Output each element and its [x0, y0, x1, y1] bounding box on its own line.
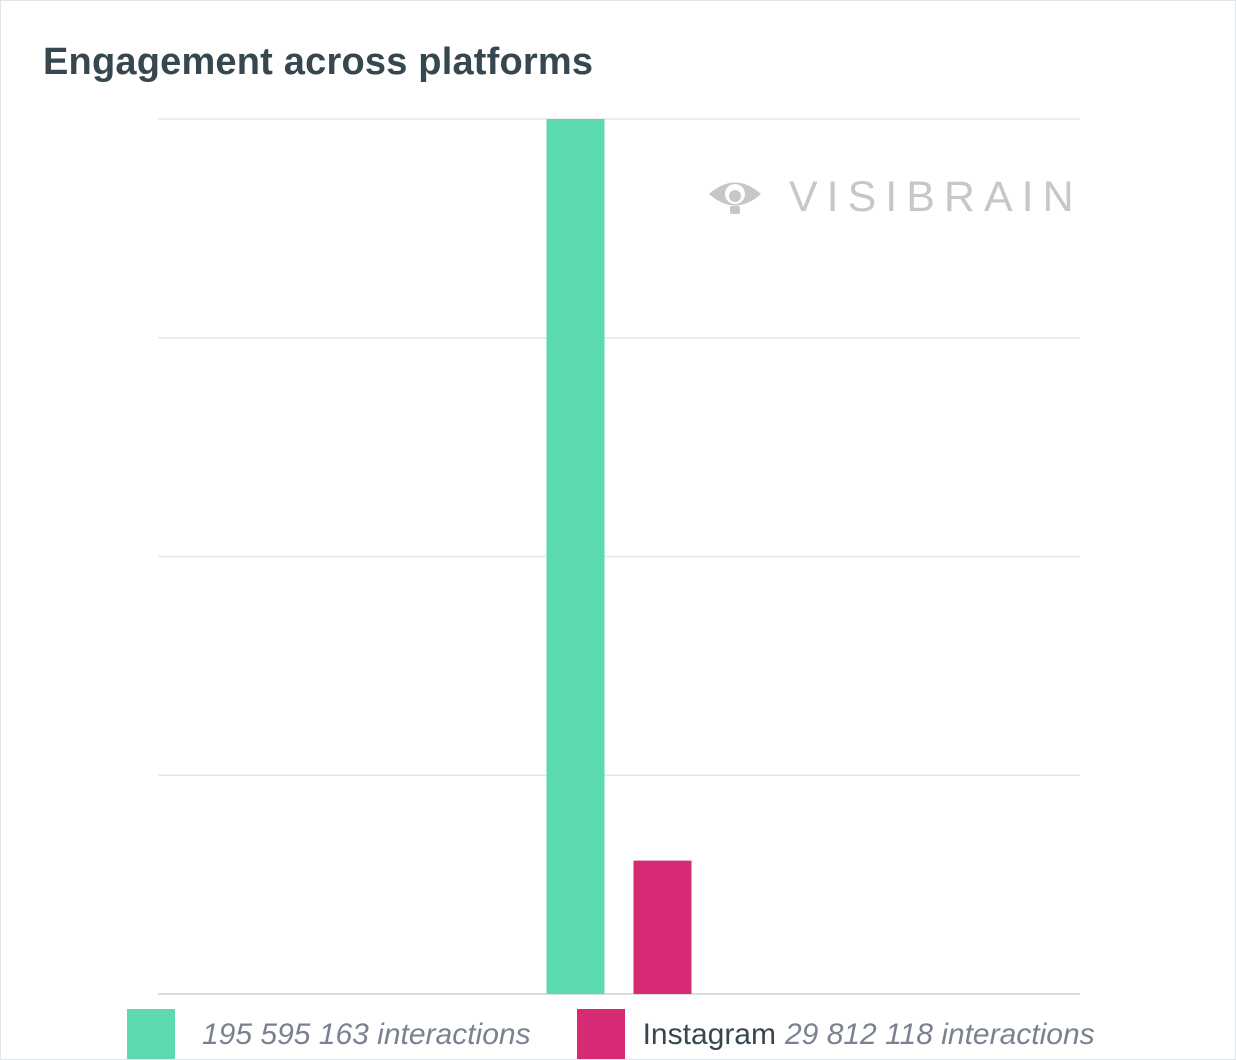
legend-name-2: Instagram [642, 1018, 776, 1051]
grid-lines [158, 118, 1080, 995]
chart-title: Engagement across platforms [43, 41, 594, 83]
watermark: VISIBRAIN [707, 171, 1083, 223]
legend-value-1: 195 595 163 interactions [202, 1018, 531, 1051]
eye-icon [709, 182, 761, 214]
legend-item-1[interactable]: 195 595 163 interactions [127, 1009, 531, 1059]
legend-swatch-2 [576, 1009, 625, 1059]
bar-series-1[interactable] [546, 119, 605, 994]
legend-value-2: 29 812 118 interactions [784, 1018, 1095, 1051]
legend-swatch-1 [127, 1009, 175, 1059]
legend-item-2[interactable]: Instagram 29 812 118 interactions [576, 1009, 1095, 1059]
bar-instagram[interactable] [633, 860, 692, 994]
bars [546, 119, 692, 994]
legend: 195 595 163 interactions Instagram 29 81… [127, 1009, 1141, 1059]
watermark-text: VISIBRAIN [789, 172, 1083, 221]
